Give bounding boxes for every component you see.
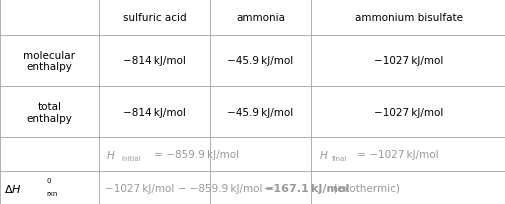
Text: $\mathit{H}$: $\mathit{H}$	[318, 149, 328, 161]
Text: initial: initial	[121, 155, 141, 161]
Text: sulfuric acid: sulfuric acid	[122, 13, 186, 23]
Text: total
enthalpy: total enthalpy	[26, 101, 72, 123]
Text: −814 kJ/mol: −814 kJ/mol	[123, 107, 185, 117]
Text: −45.9 kJ/mol: −45.9 kJ/mol	[227, 107, 293, 117]
Text: molecular
enthalpy: molecular enthalpy	[23, 50, 75, 72]
Text: 0: 0	[46, 177, 50, 183]
Text: −1027 kJ/mol − −859.9 kJ/mol =: −1027 kJ/mol − −859.9 kJ/mol =	[105, 183, 277, 193]
Text: = −1027 kJ/mol: = −1027 kJ/mol	[353, 150, 437, 160]
Text: −167.1 kJ/mol: −167.1 kJ/mol	[264, 183, 349, 193]
Text: −1027 kJ/mol: −1027 kJ/mol	[373, 56, 442, 66]
Text: $\mathit{H}$: $\mathit{H}$	[106, 149, 116, 161]
Text: −45.9 kJ/mol: −45.9 kJ/mol	[227, 56, 293, 66]
Text: final: final	[331, 155, 346, 161]
Text: −814 kJ/mol: −814 kJ/mol	[123, 56, 185, 66]
Text: = −859.9 kJ/mol: = −859.9 kJ/mol	[150, 150, 238, 160]
Text: ammonium bisulfate: ammonium bisulfate	[354, 13, 462, 23]
Text: (exothermic): (exothermic)	[329, 183, 399, 193]
Text: ammonia: ammonia	[236, 13, 284, 23]
Text: −1027 kJ/mol: −1027 kJ/mol	[373, 107, 442, 117]
Text: $\Delta H$: $\Delta H$	[4, 182, 22, 194]
Text: rxn: rxn	[46, 190, 57, 196]
